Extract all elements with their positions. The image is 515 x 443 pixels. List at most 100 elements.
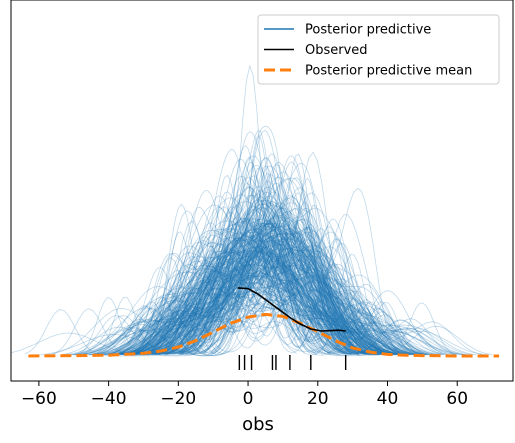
posterior-predictive-draw <box>152 219 374 355</box>
posterior-predictive-draw <box>185 217 382 354</box>
posterior-predictive-draw <box>141 220 424 356</box>
posterior-predictive-draw <box>177 224 371 355</box>
posterior-predictive-draw <box>114 229 378 356</box>
posterior-predictive-draw <box>120 255 405 355</box>
posterior-predictive-draw <box>53 151 357 357</box>
posterior-predictive-draw <box>115 239 339 355</box>
posterior-predictive-draw <box>125 253 441 356</box>
posterior-predictive-draw <box>124 223 360 355</box>
posterior-predictive-draw <box>121 203 371 355</box>
posterior-predictive-draw <box>158 225 493 356</box>
x-tick-label: −20 <box>160 389 196 409</box>
posterior-predictive-draw <box>185 191 383 355</box>
posterior-predictive-draw <box>130 245 373 355</box>
posterior-predictive-draw <box>178 226 382 355</box>
posterior-predictive-draw <box>133 246 412 355</box>
posterior-predictive-draw <box>71 259 401 356</box>
posterior-predictive-draw <box>126 245 306 354</box>
posterior-predictive-draw <box>173 155 352 355</box>
posterior-predictive-draw <box>123 239 385 356</box>
posterior-predictive-draw <box>181 153 353 354</box>
posterior-predictive-draw <box>167 153 377 355</box>
posterior-predictive-draw <box>155 206 351 354</box>
posterior-predictive-draw <box>196 222 409 355</box>
posterior-predictive-draw <box>118 214 369 355</box>
posterior-predictive-draw <box>180 194 342 354</box>
posterior-predictive-draw <box>178 219 413 354</box>
legend-label: Posterior predictive <box>305 23 431 38</box>
posterior-predictive-draw <box>158 227 419 356</box>
posterior-predictive-draw <box>161 222 373 356</box>
posterior-predictive-draw <box>11 235 427 356</box>
posterior-predictive-draw <box>177 239 377 355</box>
posterior-predictive-draw <box>144 190 379 355</box>
posterior-predictive-draw <box>78 209 348 356</box>
posterior-predictive-draw <box>189 194 360 355</box>
posterior-predictive-draw <box>114 197 333 356</box>
posterior-predictive-draw <box>193 186 383 355</box>
posterior-predictive-draw <box>178 197 397 356</box>
posterior-predictive-draw <box>131 189 412 356</box>
posterior-predictive-draw <box>165 129 311 354</box>
posterior-predictive-draw <box>153 219 394 356</box>
posterior-predictive-draw <box>85 281 396 356</box>
posterior-predictive-draw <box>143 225 396 356</box>
posterior-predictive-draw <box>130 250 426 356</box>
posterior-predictive-draw <box>147 239 447 355</box>
posterior-predictive-draw <box>116 158 297 355</box>
posterior-predictive-draw <box>144 125 351 357</box>
posterior-predictive-draw <box>203 194 360 354</box>
posterior-predictive-draw <box>170 171 360 355</box>
x-tick-label: 40 <box>377 389 399 409</box>
posterior-predictive-draw <box>113 269 464 356</box>
posterior-predictive-draw <box>130 248 377 355</box>
posterior-predictive-draw <box>167 238 397 356</box>
posterior-predictive-draw <box>123 228 399 356</box>
posterior-predictive-draw <box>154 174 368 354</box>
posterior-predictive-draw <box>181 240 404 355</box>
posterior-predictive-draw <box>204 233 428 355</box>
posterior-predictive-draw <box>146 164 326 355</box>
posterior-predictive-draw <box>120 246 379 356</box>
x-axis: −60 −40 −20 0 20 40 60 <box>21 381 468 409</box>
posterior-predictive-draw <box>146 236 383 355</box>
posterior-predictive-draw <box>120 217 394 355</box>
posterior-predictive-draw <box>123 222 354 355</box>
posterior-predictive-draw <box>46 235 349 356</box>
posterior-predictive-draw <box>124 240 387 355</box>
posterior-predictive-draw <box>116 229 360 356</box>
posterior-predictive-draw <box>190 195 359 355</box>
posterior-predictive-draw <box>96 262 483 355</box>
posterior-predictive-draw <box>92 243 336 355</box>
posterior-predictive-draw <box>88 256 432 356</box>
posterior-predictive-draw <box>154 218 409 356</box>
posterior-predictive-draw <box>178 226 402 354</box>
posterior-predictive-draw <box>153 255 380 355</box>
posterior-predictive-draw <box>148 248 395 355</box>
posterior-predictive-draw <box>210 195 380 354</box>
posterior-predictive-draw <box>201 145 366 354</box>
posterior-predictive-draw <box>97 246 374 355</box>
posterior-predictive-draw <box>173 202 358 355</box>
posterior-predictive-draw <box>177 250 425 355</box>
posterior-predictive-draw <box>119 229 453 356</box>
posterior-predictive-draw <box>154 212 399 356</box>
posterior-predictive-draw <box>164 228 414 356</box>
posterior-predictive-draw <box>145 200 380 356</box>
posterior-predictive-draw <box>94 236 367 355</box>
posterior-predictive-draw <box>169 199 458 356</box>
posterior-predictive-draw <box>186 207 376 355</box>
posterior-predictive-draw <box>149 231 331 354</box>
posterior-predictive-draw <box>142 221 385 355</box>
posterior-predictive-draw <box>116 238 381 356</box>
posterior-predictive-draw <box>146 225 382 356</box>
posterior-predictive-draw <box>130 204 340 356</box>
posterior-predictive-draw <box>115 239 369 355</box>
x-tick-label: 20 <box>307 389 329 409</box>
posterior-predictive-draw <box>124 231 399 355</box>
posterior-predictive-draw <box>136 177 340 355</box>
posterior-predictive-draw <box>133 259 375 355</box>
posterior-predictive-draw <box>179 238 424 356</box>
posterior-predictive-draw <box>89 266 406 356</box>
legend: Posterior predictive Observed Posterior pr… <box>257 14 500 85</box>
